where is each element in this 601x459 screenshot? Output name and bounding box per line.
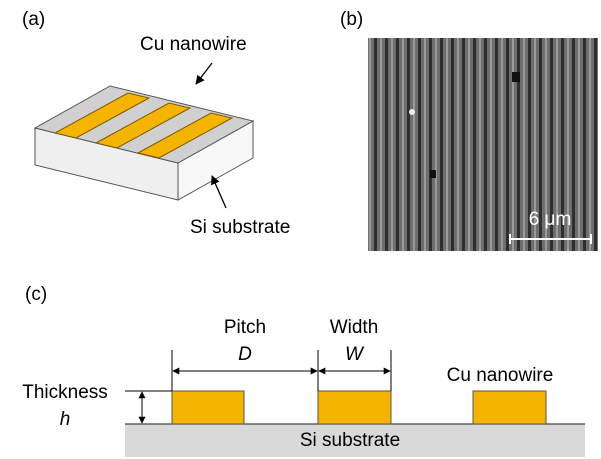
- nanowire: [172, 391, 244, 424]
- defect: [430, 170, 436, 178]
- figure: (a) Cu nanowire Si substrate (b) 6 μm (c…: [0, 0, 601, 459]
- pointer: [212, 176, 226, 208]
- substrate-label: Si substrate: [190, 217, 290, 238]
- thickness-symbol: h: [60, 409, 71, 430]
- width-label: Width: [330, 317, 379, 338]
- panel-b: (b) 6 μm: [340, 9, 598, 251]
- panel-c: (c) Si substrate Pitch D Width W Thickne…: [22, 284, 585, 457]
- panel-a: (a) Cu nanowire Si substrate: [22, 9, 290, 238]
- substrate-label: Si substrate: [300, 430, 400, 451]
- pointer: [196, 63, 212, 84]
- pitch-symbol: D: [238, 344, 252, 365]
- panel-label: (b): [340, 9, 363, 30]
- panel-label: (a): [22, 9, 45, 30]
- thickness-label: Thickness: [22, 382, 108, 403]
- width-symbol: W: [345, 344, 365, 365]
- wire-label: Cu nanowire: [447, 365, 554, 386]
- defect: [512, 72, 520, 82]
- scale-bar-label: 6 μm: [529, 209, 572, 230]
- panel-label: (c): [25, 284, 47, 305]
- wire-label: Cu nanowire: [140, 34, 247, 55]
- particle: [409, 109, 415, 115]
- nanowire: [318, 391, 391, 424]
- nanowire: [473, 391, 546, 424]
- pitch-label: Pitch: [224, 317, 266, 338]
- page: {"panel_a": {"label": "(a)", "wire_label…: [0, 0, 601, 459]
